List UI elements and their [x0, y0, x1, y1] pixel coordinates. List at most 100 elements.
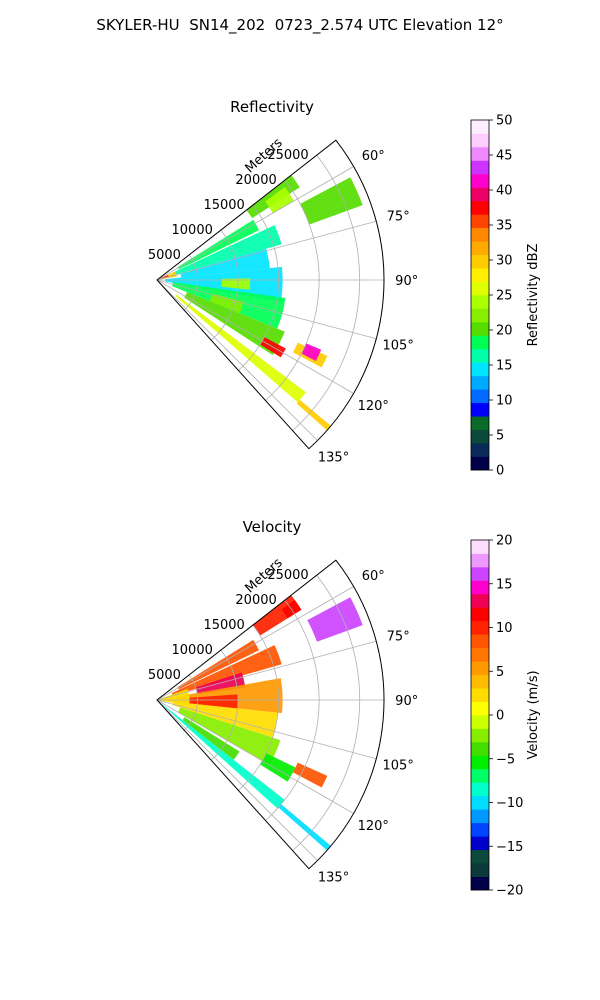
- colorbar-swatch: [471, 755, 489, 770]
- echo-cell: [307, 597, 363, 642]
- colorbar-swatch: [471, 416, 489, 431]
- colorbar-swatch: [471, 701, 489, 716]
- echo-cell: [301, 343, 322, 361]
- colorbar-swatch: [471, 241, 489, 256]
- grid-spoke: [156, 166, 354, 281]
- echo-cell: [296, 399, 331, 431]
- echo-cell: [300, 177, 363, 225]
- colorbar-swatch: [471, 321, 489, 336]
- colorbar-swatch: [471, 227, 489, 242]
- colorbar-swatch: [471, 634, 489, 649]
- colorbar-swatch: [471, 593, 489, 608]
- colorbar-swatch: [471, 120, 489, 134]
- colorbar-tick-label: 15: [496, 359, 513, 374]
- azimuth-tick-label: 75°: [387, 629, 410, 644]
- echo-layer: [157, 595, 363, 851]
- colorbar-tick-label: 0: [496, 464, 504, 479]
- colorbar-swatch: [471, 674, 489, 689]
- echo-cell: [265, 187, 294, 214]
- echo-layer: [157, 175, 363, 431]
- colorbar-swatch: [471, 809, 489, 824]
- colorbar-swatch: [471, 661, 489, 676]
- colorbar-swatch: [471, 214, 489, 229]
- azimuth-tick-label: 60°: [362, 569, 385, 584]
- colorbar-swatch: [471, 308, 489, 323]
- radial-tick-label: 5000: [148, 668, 181, 683]
- colorbar-swatch: [471, 580, 489, 595]
- colorbar-swatch: [471, 443, 489, 457]
- colorbar-swatch: [471, 647, 489, 662]
- echo-cell: [260, 753, 296, 782]
- grid-spoke: [156, 586, 354, 701]
- echo-cell: [178, 707, 281, 765]
- colorbar-swatch: [471, 268, 489, 282]
- polar-panel-reflectivity: 5000 10000 15000 20000 25000 60° 75° 90° 105° 120…: [148, 98, 541, 479]
- colorbar-swatch: [471, 822, 489, 837]
- colorbar-swatch: [471, 795, 489, 810]
- radial-tick-label: 20000: [235, 593, 276, 608]
- colorbar-swatch: [471, 688, 489, 702]
- colorbar-swatch: [471, 254, 489, 269]
- colorbar-tick-label: 5: [496, 429, 504, 444]
- grid-spoke: [156, 640, 377, 701]
- colorbar-swatch: [471, 836, 489, 851]
- echo-cell: [189, 694, 239, 709]
- echo-cell: [171, 225, 282, 276]
- polar-frame: [156, 139, 385, 450]
- colorbar-swatch: [471, 782, 489, 797]
- colorbar-swatch: [471, 553, 489, 568]
- echo-cell: [172, 701, 278, 738]
- grid-spoke: [156, 279, 354, 394]
- colorbar-swatch: [471, 335, 489, 350]
- colorbar-tick-label: 50: [496, 114, 513, 129]
- panel-title: Velocity: [243, 518, 302, 536]
- azimuth-tick-label: 135°: [318, 451, 349, 466]
- radial-tick-label: 15000: [203, 198, 244, 213]
- colorbar-tick-label: 35: [496, 219, 513, 234]
- echo-cell: [278, 804, 331, 851]
- colorbar-swatch: [471, 540, 489, 554]
- colorbar-swatch: [471, 187, 489, 202]
- colorbar-swatch: [471, 566, 489, 581]
- colorbar: −20 −15 −10 −5 0 5 10 15 20 Velocity (m/s): [470, 534, 541, 899]
- echo-cell: [293, 762, 328, 788]
- colorbar-tick-label: −15: [496, 840, 523, 855]
- grid-spoke: [156, 279, 318, 441]
- colorbar-tick-label: 0: [496, 709, 504, 724]
- colorbar-tick-label: −5: [496, 752, 515, 767]
- colorbar-swatch: [471, 741, 489, 756]
- grid-spoke: [156, 279, 377, 340]
- radial-tick-label: 25000: [267, 568, 308, 583]
- colorbar-tick-label: 15: [496, 577, 513, 592]
- radial-tick-label: 10000: [172, 643, 213, 658]
- grid-spoke: [156, 699, 354, 814]
- colorbar-swatch: [471, 160, 489, 175]
- echo-cell: [221, 278, 251, 290]
- azimuth-tick-label: 60°: [362, 149, 385, 164]
- colorbar-tick-label: 10: [496, 621, 513, 636]
- polar-panel-velocity: 5000 10000 15000 20000 25000 60° 75° 90° 105° 120…: [148, 518, 541, 899]
- radial-tick-label: 10000: [172, 223, 213, 238]
- colorbar-tick-label: −20: [496, 884, 523, 899]
- echo-cell: [175, 294, 306, 403]
- azimuth-tick-label: 105°: [383, 759, 414, 774]
- azimuth-tick-label: 135°: [318, 871, 349, 886]
- colorbar-label: Reflectivity dBZ: [526, 244, 541, 347]
- colorbar: 0 5 10 15 20 25 30 35 40 45 50 Reflectivity dBZ: [470, 114, 541, 479]
- colorbar-swatch: [471, 389, 489, 404]
- colorbar-swatch: [471, 607, 489, 622]
- colorbar-tick-label: 25: [496, 289, 513, 304]
- colorbar-swatch: [471, 876, 489, 891]
- colorbar-tick-label: 45: [496, 149, 513, 164]
- colorbar-tick-label: 20: [496, 534, 513, 549]
- colorbar-swatch: [471, 348, 489, 363]
- azimuth-tick-label: 105°: [383, 339, 414, 354]
- colorbar-swatch: [471, 375, 489, 390]
- colorbar-swatch: [471, 715, 489, 729]
- radial-tick-label: 25000: [267, 148, 308, 163]
- colorbar-tick-label: 40: [496, 184, 513, 199]
- azimuth-tick-label: 75°: [387, 209, 410, 224]
- azimuth-tick-label: 90°: [395, 274, 418, 289]
- colorbar-tick-label: −10: [496, 796, 523, 811]
